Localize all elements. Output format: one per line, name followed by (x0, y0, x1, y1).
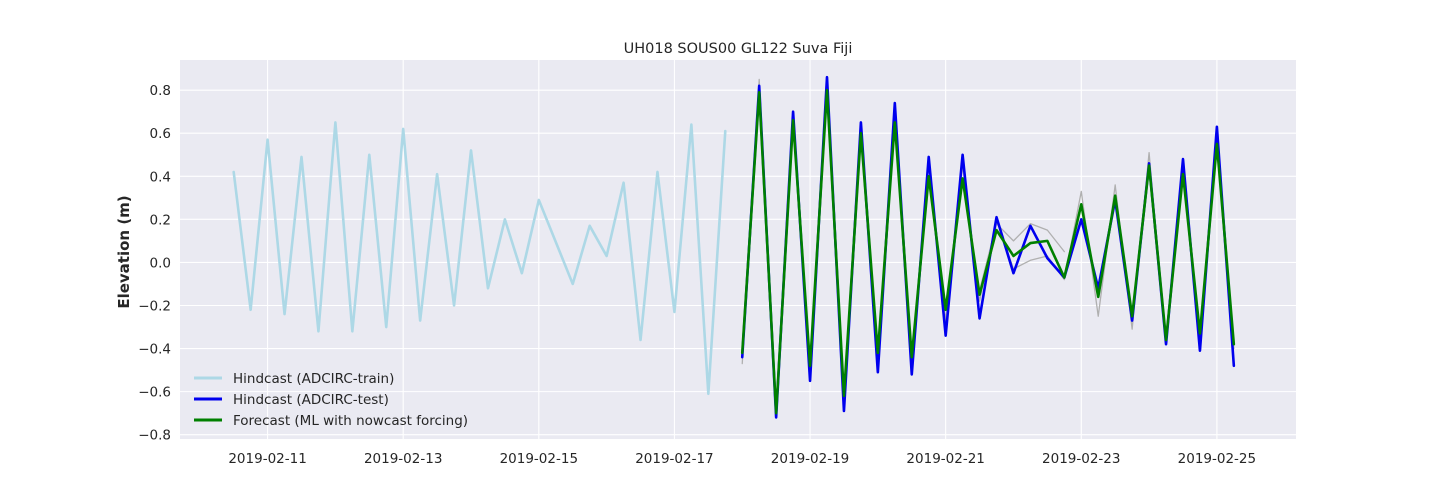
y-tick-label: −0.4 (138, 342, 171, 358)
y-tick-label: 0.0 (150, 255, 171, 271)
x-tick-label: 2019-02-19 (771, 451, 849, 467)
y-tick-label: 0.6 (150, 126, 171, 142)
y-tick-label: 0.8 (150, 83, 171, 99)
legend-label-train: Hindcast (ADCIRC-train) (233, 371, 394, 387)
series-layer (232, 75, 1236, 419)
x-tick-label: 2019-02-21 (906, 451, 984, 467)
x-tick-label: 2019-02-23 (1042, 451, 1120, 467)
x-tick-label: 2019-02-15 (500, 451, 578, 467)
x-axis: 2019-02-11 2019-02-13 2019-02-15 2019-02-17… (228, 451, 1256, 467)
y-tick-label: −0.6 (138, 385, 171, 401)
legend: Hindcast (ADCIRC-train) Hindcast (ADCIRC… (194, 371, 468, 429)
chart-title: UH018 SOUS00 GL122 Suva Fiji (624, 41, 853, 57)
series-train-line (232, 121, 727, 396)
x-tick-label: 2019-02-13 (364, 451, 442, 467)
y-tick-label: −0.2 (138, 298, 171, 314)
y-tick-label: 0.4 (150, 169, 171, 185)
x-tick-label: 2019-02-17 (635, 451, 713, 467)
legend-label-test: Hindcast (ADCIRC-test) (233, 392, 389, 408)
y-axis-label: Elevation (m) (115, 195, 133, 308)
y-axis: −0.8 −0.6 −0.4 −0.2 0.0 0.2 0.4 0.6 0.8 (138, 83, 171, 444)
series-forecast-line (740, 88, 1236, 415)
x-tick-label: 2019-02-11 (228, 451, 306, 467)
y-tick-label: 0.2 (150, 212, 171, 228)
y-tick-label: −0.8 (138, 428, 171, 444)
grid (180, 60, 1296, 439)
legend-label-forecast: Forecast (ML with nowcast forcing) (233, 413, 468, 429)
x-tick-label: 2019-02-25 (1178, 451, 1256, 467)
plot-area (180, 60, 1296, 439)
